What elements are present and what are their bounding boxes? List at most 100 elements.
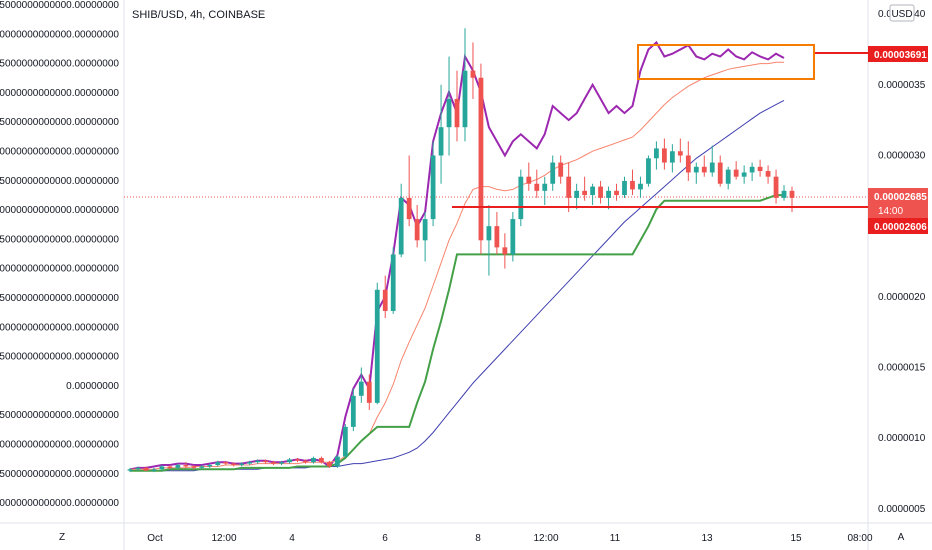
candle	[622, 176, 627, 198]
candle	[167, 465, 173, 470]
candle-body	[558, 162, 564, 177]
candle-body	[215, 462, 221, 466]
time-axis-tick: 12:00	[533, 533, 558, 544]
candle-body	[733, 169, 739, 177]
candle-body	[311, 457, 316, 463]
candle	[741, 165, 747, 184]
price-tag-bottom	[868, 218, 928, 234]
candle	[574, 183, 580, 210]
candle-body	[398, 197, 404, 255]
time-axis-tick: 6	[382, 533, 388, 544]
candle	[143, 466, 149, 471]
candle-body	[151, 469, 157, 471]
candle-body	[741, 172, 747, 177]
price-tag-top	[868, 46, 928, 62]
candle	[446, 56, 452, 156]
left-axis: 65000000000000.00000000 60000000000000.00…	[0, 0, 119, 509]
candle	[295, 457, 300, 463]
candle	[438, 84, 444, 184]
time-axis-tick: 11	[610, 533, 621, 544]
candle	[534, 169, 540, 198]
right-axis-tick: 0.0000015	[878, 363, 926, 374]
candle-body	[709, 162, 715, 173]
horizontal-lines[interactable]	[452, 52, 868, 208]
candle-body	[598, 186, 603, 198]
candle	[366, 374, 372, 410]
right-axis-tick: 0.0000010	[878, 433, 926, 444]
left-axis-tick: -10000000000000.00000000	[0, 440, 119, 451]
candle	[526, 162, 532, 191]
left-axis-tick: 35000000000000.00000000	[0, 176, 119, 187]
candle-body	[781, 190, 787, 198]
candle-body	[685, 155, 691, 173]
time-axis-tick: 8	[475, 533, 481, 544]
navy-indicator-line	[130, 99, 785, 472]
candle-body	[223, 462, 229, 464]
currency-button[interactable]	[889, 4, 915, 22]
candle	[207, 463, 213, 468]
candle	[733, 161, 739, 180]
candle	[478, 63, 484, 255]
candle	[390, 247, 396, 314]
left-axis-tick: 5000000000000.00000000	[0, 352, 119, 363]
candle	[701, 155, 707, 177]
zoom-toggle-button[interactable]: Z	[59, 532, 65, 543]
right-axis-tick: 0.0000035	[878, 80, 926, 91]
salmon-indicator-line	[130, 61, 784, 470]
highlight-box[interactable]	[637, 44, 815, 80]
candle	[502, 233, 508, 269]
candle-body	[614, 190, 619, 196]
candle-body	[135, 467, 141, 470]
candle-body	[717, 162, 723, 184]
candle	[350, 388, 356, 432]
candle-body	[255, 460, 261, 463]
candle-body	[725, 169, 731, 184]
time-axis-tick: 08:00	[847, 533, 872, 544]
candle	[215, 460, 221, 467]
candle	[135, 466, 141, 471]
right-axis: 0.00000400.00000350.00000300.00000250.00…	[878, 9, 926, 515]
candle	[271, 460, 276, 466]
candle	[239, 462, 245, 467]
candle	[654, 141, 659, 170]
candle	[494, 212, 500, 255]
candle	[255, 459, 261, 464]
candle	[630, 169, 635, 196]
auto-scale-button[interactable]: A	[898, 532, 905, 543]
candle-body	[438, 127, 444, 156]
candle	[558, 155, 564, 184]
candle	[454, 70, 460, 142]
candle-body	[773, 176, 779, 198]
candle-body	[295, 459, 300, 461]
left-axis-tick: 60000000000000.00000000	[0, 29, 119, 40]
time-axis-tick: 15	[790, 533, 802, 544]
candle-body	[159, 466, 165, 470]
candle	[582, 176, 588, 201]
candle	[183, 462, 189, 468]
candle	[725, 166, 731, 190]
candle-body	[661, 148, 667, 163]
candle-body	[654, 148, 659, 159]
candle	[693, 162, 699, 184]
candle-body	[327, 462, 332, 467]
candle	[151, 467, 157, 473]
candles	[127, 28, 795, 473]
left-axis-tick: 40000000000000.00000000	[0, 147, 119, 158]
candle-body	[534, 183, 540, 191]
left-axis-tick: 20000000000000.00000000	[0, 264, 119, 275]
candle-body	[406, 197, 412, 220]
candle	[263, 459, 268, 464]
candle	[590, 183, 595, 205]
candle	[470, 42, 476, 99]
candle-body	[478, 77, 484, 241]
candle	[191, 465, 197, 470]
candle-body	[757, 166, 763, 172]
candle	[566, 162, 572, 213]
candle-body	[542, 183, 548, 191]
candle	[646, 155, 651, 187]
candle	[717, 155, 723, 187]
left-axis-tick: 10000000000000.00000000	[0, 322, 119, 333]
candle-body	[638, 183, 643, 190]
candle-body	[207, 465, 213, 467]
